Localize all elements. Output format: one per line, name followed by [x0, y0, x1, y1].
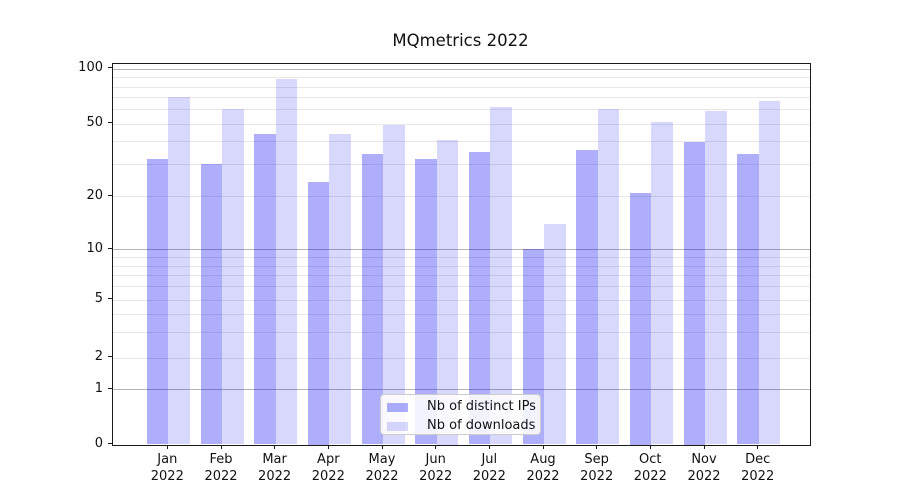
legend: Nb of distinct IPs Nb of downloads — [380, 394, 541, 435]
bar-distinct-ips-jul — [468, 152, 491, 445]
chart-title: MQmetrics 2022 — [392, 31, 529, 50]
minor-gridline — [113, 313, 810, 315]
x-tick-label-jul: Jul 2022 — [472, 451, 506, 485]
bar-downloads-oct — [651, 122, 673, 445]
x-tick-label-nov: Nov 2022 — [687, 451, 721, 485]
x-tick-label-apr: Apr 2022 — [311, 451, 345, 485]
plot-area: Nb of distinct IPs Nb of downloads — [112, 63, 811, 446]
y-tick-mark — [107, 67, 112, 69]
major-gridline — [113, 249, 810, 251]
x-tick-mark — [488, 444, 490, 449]
y-tick-label: 100 — [78, 60, 103, 76]
minor-gridline — [113, 275, 810, 277]
x-tick-label-dec: Dec 2022 — [741, 451, 775, 485]
legend-item: Nb of downloads — [381, 418, 540, 434]
minor-gridline — [113, 164, 810, 166]
x-tick-mark — [703, 444, 705, 449]
bar-downloads-nov — [705, 110, 727, 445]
minor-gridline — [113, 77, 810, 79]
x-tick-label-sep: Sep 2022 — [580, 451, 614, 485]
bar-downloads-mar — [275, 78, 298, 445]
x-tick-mark — [381, 444, 383, 449]
x-tick-label-oct: Oct 2022 — [633, 451, 667, 485]
minor-gridline — [113, 196, 810, 198]
x-tick-mark — [596, 444, 598, 449]
minor-gridline — [113, 141, 810, 143]
x-tick-label-feb: Feb 2022 — [204, 451, 238, 485]
minor-gridline — [113, 331, 810, 333]
bar-distinct-ips-jan — [146, 159, 169, 445]
minor-gridline — [113, 299, 810, 301]
y-tick-mark — [107, 443, 112, 445]
bar-downloads-jan — [168, 97, 190, 445]
bar-downloads-jun — [436, 139, 459, 445]
bar-downloads-aug — [544, 223, 566, 445]
bar-distinct-ips-dec — [737, 154, 759, 445]
x-tick-mark — [327, 444, 329, 449]
minor-gridline — [113, 257, 810, 258]
y-tick-label: 1 — [94, 380, 103, 396]
bar-distinct-ips-sep — [576, 149, 598, 445]
legend-label: Nb of downloads — [427, 418, 536, 433]
x-tick-label-aug: Aug 2022 — [526, 451, 560, 485]
x-tick-mark — [649, 444, 651, 449]
x-tick-mark — [274, 444, 276, 449]
bar-downloads-sep — [597, 109, 620, 445]
bar-distinct-ips-mar — [254, 133, 276, 445]
minor-gridline — [113, 265, 810, 267]
minor-gridline — [113, 357, 810, 359]
y-tick-label: 10 — [86, 240, 103, 256]
bar-distinct-ips-nov — [683, 141, 705, 445]
x-tick-mark — [542, 444, 544, 449]
x-tick-label-may: May 2022 — [365, 451, 399, 485]
legend-label: Nb of distinct IPs — [427, 399, 536, 414]
x-tick-mark — [220, 444, 222, 449]
y-tick-mark — [107, 194, 112, 197]
minor-gridline — [113, 97, 810, 99]
legend-swatch — [387, 403, 408, 412]
x-tick-mark — [757, 444, 759, 449]
minor-gridline — [113, 86, 810, 88]
minor-gridline — [113, 109, 810, 111]
y-tick-label: 50 — [86, 115, 103, 131]
bar-downloads-apr — [329, 133, 351, 445]
bar-distinct-ips-may — [361, 154, 383, 445]
y-tick-mark — [107, 356, 112, 358]
bar-downloads-jul — [490, 106, 512, 445]
minor-gridline — [113, 286, 810, 288]
major-gridline — [113, 389, 810, 390]
bar-downloads-may — [383, 125, 405, 445]
legend-item: Nb of distinct IPs — [381, 399, 540, 415]
bar-distinct-ips-oct — [629, 192, 652, 445]
x-tick-label-jan: Jan 2022 — [150, 451, 184, 485]
bar-distinct-ips-feb — [200, 164, 222, 445]
legend-swatch — [387, 422, 408, 431]
y-tick-label: 0 — [94, 436, 103, 451]
y-tick-label: 5 — [94, 291, 103, 306]
y-tick-mark — [107, 122, 112, 124]
bar-distinct-ips-apr — [307, 182, 330, 445]
x-tick-label-jun: Jun 2022 — [419, 451, 453, 485]
y-tick-label: 20 — [86, 187, 103, 203]
major-gridline — [113, 68, 810, 70]
bar-distinct-ips-jun — [415, 159, 437, 445]
x-tick-label-mar: Mar 2022 — [258, 451, 292, 485]
y-tick-mark — [107, 298, 112, 300]
x-tick-mark — [435, 444, 437, 449]
minor-gridline — [113, 123, 810, 125]
bar-downloads-dec — [758, 100, 781, 445]
y-tick-label: 2 — [94, 349, 103, 364]
y-tick-mark — [107, 387, 112, 389]
x-tick-mark — [166, 444, 168, 449]
bar-downloads-feb — [222, 109, 244, 445]
y-tick-mark — [107, 247, 112, 250]
